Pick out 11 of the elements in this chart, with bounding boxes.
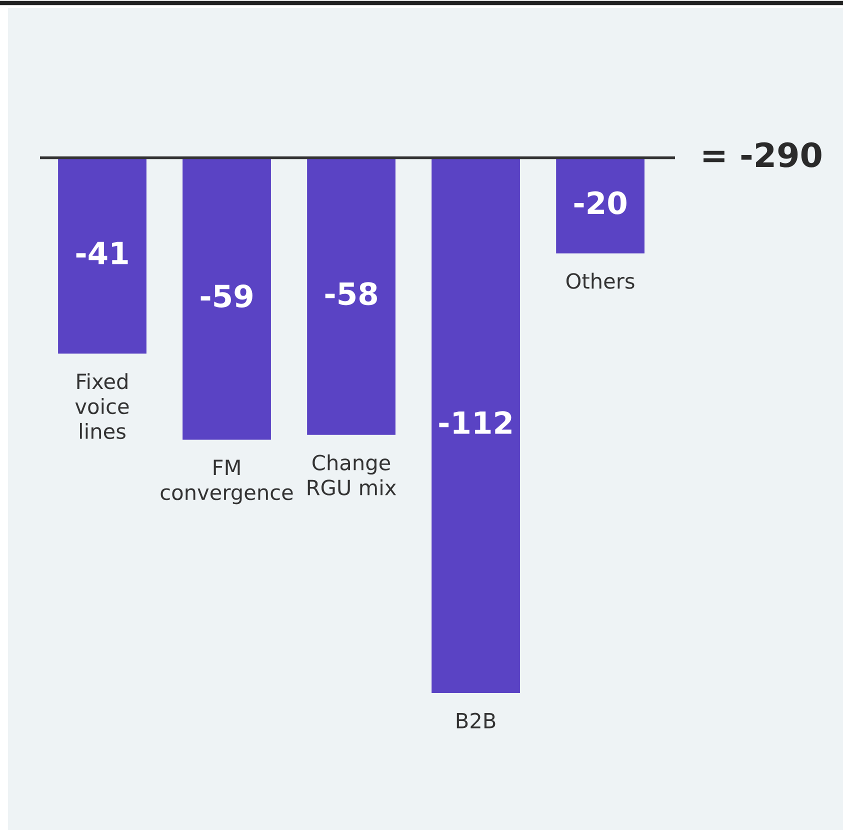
data-label: -59 [200, 284, 252, 308]
data-label: -41 [76, 242, 128, 264]
x-tick-label: Fixed voice lines [75, 373, 129, 440]
x-tick-label: FM convergence [160, 460, 293, 504]
x-tick-label: Change RGU mix [308, 454, 396, 496]
x-tick-label: Others [566, 272, 634, 289]
data-label: -58 [325, 282, 377, 306]
text: = -290 [704, 142, 822, 168]
x-tick-label: B2B [456, 712, 496, 728]
data-label: -112 [439, 411, 512, 434]
data-label: -20 [574, 191, 626, 214]
